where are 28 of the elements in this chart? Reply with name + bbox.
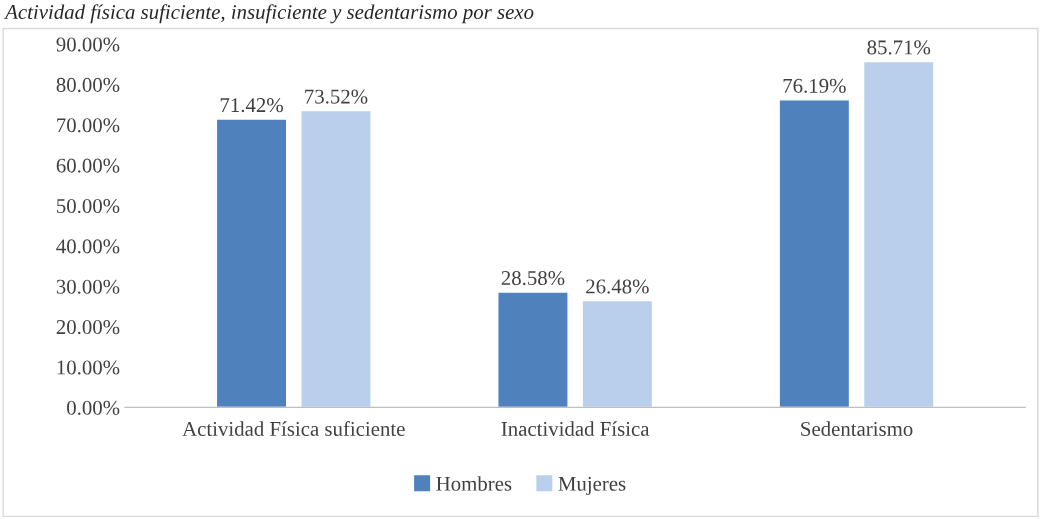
text: 85.71% [867,40,931,55]
text: 76.19% [783,78,846,93]
bar [778,99,851,408]
y-tick-label: 10.00% [57,360,120,375]
y-tick-label: 60.00% [56,158,120,173]
legend-label: Hombres [436,476,512,491]
y-tick-label: 20.00% [56,320,120,335]
y-tick-label: 50.00% [57,198,120,214]
x-tick-label: Inactividad Física [501,421,650,436]
text: 26.48% [586,279,649,294]
bar [497,291,569,408]
text: 28.58% [501,270,565,286]
y-tick-label: 90.00% [56,37,120,52]
bar [581,299,654,408]
y-tick-label: 80.00% [56,77,120,93]
text: 73.52% [305,89,368,104]
x-tick-label: Actividad Física suficiente [182,421,405,436]
y-tick-label: 30.00% [56,279,120,294]
bar [300,109,372,408]
legend-label: Mujeres [558,476,626,496]
bar [862,60,935,408]
y-tick-label: 0.00% [67,400,120,415]
y-tick-label: 40.00% [56,239,120,254]
text: 71.42% [220,98,283,113]
y-tick-label: 70.00% [57,118,120,133]
chart-title: Actividad física suficiente, insuficiente y sedentarismo por sexo [4,4,534,24]
x-tick-label: Sedentarismo [801,421,913,436]
bar [215,118,288,408]
